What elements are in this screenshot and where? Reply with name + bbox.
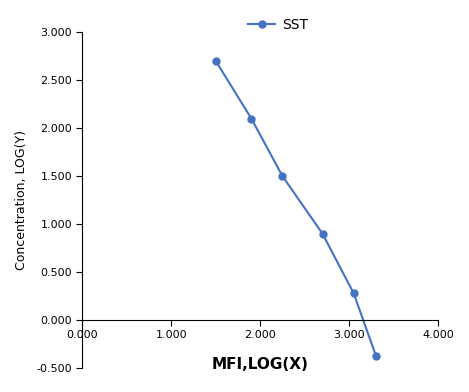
Line: SST: SST [212, 58, 379, 359]
SST [351, 291, 356, 296]
SST [320, 231, 325, 236]
SST [280, 174, 285, 178]
X-axis label: MFI,LOG(X): MFI,LOG(X) [212, 357, 309, 372]
SST [373, 353, 378, 358]
SST [213, 59, 219, 64]
Y-axis label: Concentration, LOG(Y): Concentration, LOG(Y) [15, 130, 28, 270]
SST [249, 116, 254, 121]
Legend: SST: SST [242, 12, 314, 37]
